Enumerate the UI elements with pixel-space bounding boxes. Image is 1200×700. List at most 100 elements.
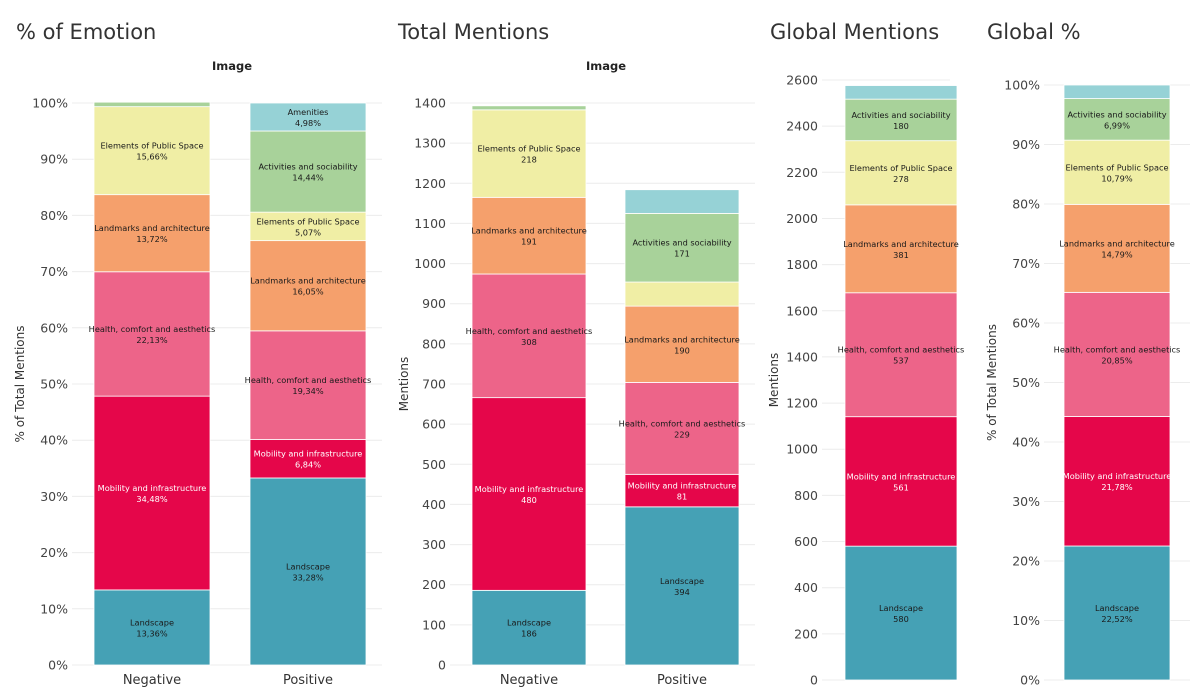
chart4-y-tick-label: 0% (1020, 673, 1040, 688)
chart2-y-tick-label: 1200 (414, 176, 446, 191)
chart1-y-tick-label: 100% (32, 96, 68, 111)
chart3-y-tick-label: 600 (794, 534, 818, 549)
chart2-bar-health-comfort-and-aesthetics-negative (471, 273, 587, 399)
chart4-y-tick-label: 100% (1004, 78, 1040, 93)
chart4-data-label: 10,79% (1101, 173, 1132, 183)
chart2-bar-health-comfort-and-aesthetics-positive (624, 381, 740, 475)
chart1-data-label: 14,44% (292, 173, 323, 183)
chart4-bar-amenities (1063, 84, 1171, 99)
chart1-bar-health-comfort-and-aesthetics-negative (93, 271, 211, 397)
chart2-segment-name-label: Mobility and infrastructure (475, 484, 584, 494)
chart1-bar-activities-and-sociability-negative (93, 101, 211, 108)
chart1-segment-name-label: Mobility and infrastructure (254, 449, 363, 459)
chart2-bar-amenities-positive (624, 189, 740, 214)
chart1-bar-mobility-and-infrastructure-positive (249, 439, 367, 479)
chart4-segment-name-label: Activities and sociability (1067, 109, 1166, 119)
chart1-segment-name-label: Health, comfort and aesthetics (245, 375, 372, 385)
chart4-data-label: 14,79% (1101, 249, 1132, 259)
chart4-y-axis-label: % of Total Mentions (985, 324, 999, 441)
chart2-bar-elements-of-public-space-negative (471, 109, 587, 198)
chart3-y-tick-label: 0 (810, 673, 818, 688)
chart2-y-tick-label: 900 (422, 296, 446, 311)
chart2-data-label: 186 (521, 629, 537, 639)
chart1-data-label: 19,34% (292, 386, 323, 396)
chart2-segment-name-label: Landmarks and architecture (624, 334, 739, 344)
chart2-category-label: Negative (500, 673, 558, 688)
chart2-y-tick-label: 700 (422, 377, 446, 392)
chart2-y-tick-label: 1300 (414, 136, 446, 151)
chart3-y-tick-label: 1200 (786, 396, 818, 411)
chart4-y-tick-label: 90% (1012, 137, 1040, 152)
chart1-y-tick-label: 70% (40, 264, 68, 279)
chart4-y-tick-label: 20% (1012, 554, 1040, 569)
chart3-data-label: 278 (893, 174, 909, 184)
chart4-y-tick-label: 80% (1012, 197, 1040, 212)
chart3-bar-mobility-and-infrastructure (844, 416, 958, 547)
chart4-segment-name-label: Landmarks and architecture (1059, 238, 1174, 248)
chart1-segment-name-label: Amenities (288, 107, 329, 117)
chart1-data-label: 5,07% (295, 227, 321, 237)
chart4-y-tick-label: 10% (1012, 613, 1040, 628)
chart1-segment-name-label: Elements of Public Space (256, 216, 359, 226)
chart1-data-label: 34,48% (136, 494, 167, 504)
chart1-bar-elements-of-public-space-negative (93, 106, 211, 196)
chart3-segment-name-label: Landmarks and architecture (843, 239, 958, 249)
chart3-bar-amenities (844, 85, 958, 100)
chart2-bar-mobility-and-infrastructure-positive (624, 473, 740, 508)
chart2-segment-name-label: Elements of Public Space (477, 144, 580, 154)
chart3-y-axis-label: Mentions (767, 353, 781, 408)
chart3-y-tick-label: 2000 (786, 211, 818, 226)
chart1-segment-name-label: Landscape (130, 617, 174, 627)
chart1-data-label: 15,66% (136, 152, 167, 162)
chart4-data-label: 20,85% (1101, 355, 1132, 365)
chart1-segment-name-label: Elements of Public Space (100, 141, 203, 151)
chart2-data-label: 480 (521, 495, 537, 505)
chart2-bar-activities-and-sociability-positive (624, 212, 740, 283)
chart1-data-label: 13,72% (136, 234, 167, 244)
chart1-data-label: 22,13% (136, 335, 167, 345)
chart2-data-label: 191 (521, 237, 537, 247)
chart3-y-tick-label: 2400 (786, 119, 818, 134)
chart1-y-tick-label: 20% (40, 545, 68, 560)
chart3-y-tick-label: 1000 (786, 442, 818, 457)
panel-title-global-mentions: Global Mentions (770, 20, 940, 44)
chart1-bar-landmarks-and-architecture-positive (249, 240, 367, 332)
chart2-category-label: Positive (657, 673, 707, 688)
chart3-bar-health-comfort-and-aesthetics (844, 292, 958, 418)
chart2-bar-landmarks-and-architecture-negative (471, 196, 587, 275)
chart3-bar-landmarks-and-architecture (844, 204, 958, 294)
chart2-y-tick-label: 600 (422, 417, 446, 432)
chart2-y-tick-label: 1400 (414, 96, 446, 111)
chart1-bar-landscape-negative (93, 589, 211, 666)
chart2-segment-name-label: Health, comfort and aesthetics (466, 326, 593, 336)
chart2-segment-name-label: Landscape (507, 618, 551, 628)
chart2-data-label: 171 (674, 249, 690, 259)
chart3-segment-name-label: Activities and sociability (851, 110, 950, 120)
chart2-y-tick-label: 1100 (414, 216, 446, 231)
chart3-y-tick-label: 2600 (786, 73, 818, 88)
chart4-y-tick-label: 30% (1012, 494, 1040, 509)
chart2-y-tick-label: 1000 (414, 256, 446, 271)
chart2-segment-name-label: Mobility and infrastructure (628, 481, 737, 491)
chart4-bar-health-comfort-and-aesthetics (1063, 291, 1171, 417)
chart1-category-label: Negative (123, 673, 181, 688)
chart1-bar-health-comfort-and-aesthetics-positive (249, 330, 367, 440)
chart1-y-tick-label: 60% (40, 320, 68, 335)
chart2-segment-name-label: Landmarks and architecture (471, 226, 586, 236)
chart1-bar-elements-of-public-space-positive (249, 211, 367, 242)
chart1-y-tick-label: 90% (40, 152, 68, 167)
chart2-data-label: 394 (674, 587, 690, 597)
chart4-y-tick-label: 60% (1012, 316, 1040, 331)
chart1-data-label: 4,98% (295, 118, 321, 128)
chart1-bar-landmarks-and-architecture-negative (93, 194, 211, 273)
chart2-bar-mobility-and-infrastructure-negative (471, 397, 587, 591)
chart1-data-label: 16,05% (292, 287, 323, 297)
chart3-segment-name-label: Elements of Public Space (849, 163, 952, 173)
chart2-data-label: 218 (521, 155, 537, 165)
chart1-y-axis-label: % of Total Mentions (13, 325, 27, 442)
chart2-bar-elements-of-public-space-positive (624, 281, 740, 307)
chart1-segment-name-label: Health, comfort and aesthetics (89, 324, 216, 334)
chart1-y-tick-label: 80% (40, 208, 68, 223)
chart3-segment-name-label: Health, comfort and aesthetics (838, 345, 965, 355)
